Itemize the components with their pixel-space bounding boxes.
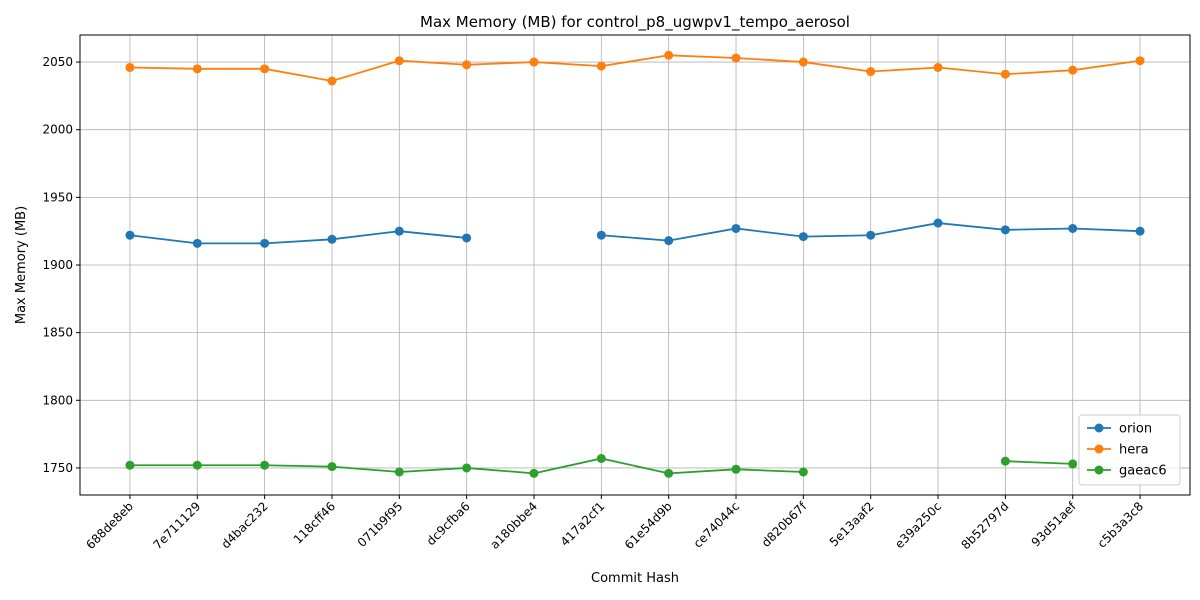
x-tick-label: 071b9f95 (355, 499, 406, 550)
data-point-gaeac6 (260, 460, 270, 470)
y-ticks: 1750 1800 1850 1900 1950 2000 2050 (42, 55, 80, 475)
data-point-hera (1000, 69, 1010, 79)
x-axis-label: Commit Hash (591, 571, 679, 586)
data-point-hera (1068, 65, 1078, 75)
x-tick-label: 688de8eb (83, 499, 136, 552)
x-tick-label: 5e13aaf2 (827, 499, 877, 549)
data-point-gaeac6 (192, 460, 202, 470)
data-point-hera (125, 62, 135, 72)
series-layer (125, 50, 1145, 478)
data-point-gaeac6 (327, 462, 337, 472)
data-point-orion (596, 230, 606, 240)
x-tick-label: 8b52797d (958, 499, 1011, 552)
series-hera (125, 50, 1145, 86)
data-point-hera (462, 60, 472, 70)
data-point-orion (933, 218, 943, 228)
grid (80, 35, 1190, 495)
data-point-hera (192, 64, 202, 74)
x-tick-label: ce74044c (691, 499, 742, 550)
y-tick-label: 1850 (42, 326, 73, 340)
data-point-orion (125, 230, 135, 240)
x-tick-label: d4bac232 (219, 499, 271, 551)
x-tick-label: 61e54d9b (622, 499, 675, 552)
data-point-hera (260, 64, 270, 74)
chart-title: Max Memory (MB) for control_p8_ugwpv1_te… (420, 13, 850, 32)
legend-label: orion (1119, 422, 1152, 437)
y-axis-label: Max Memory (MB) (14, 206, 29, 324)
legend-item-orion: orion (1087, 422, 1152, 437)
data-point-gaeac6 (664, 468, 674, 478)
legend-swatch-marker (1094, 423, 1104, 433)
x-tick-label: e39a250c (892, 499, 944, 551)
data-point-orion (1135, 226, 1145, 236)
series-orion (125, 218, 1145, 248)
data-point-orion (260, 238, 270, 248)
data-point-orion (1000, 225, 1010, 235)
series-line-gaeac6 (1005, 460, 1073, 465)
series-line-hera (129, 54, 1141, 82)
x-tick-label: c5b3a3c8 (1095, 499, 1146, 550)
legend-item-hera: hera (1087, 443, 1149, 458)
data-point-gaeac6 (125, 460, 135, 470)
y-tick-label: 1750 (42, 461, 73, 475)
legend-swatch-marker (1094, 465, 1104, 475)
legend-box (1078, 414, 1181, 486)
data-point-gaeac6 (1000, 456, 1010, 466)
data-point-orion (327, 234, 337, 244)
legend-label: hera (1119, 443, 1149, 458)
data-point-hera (596, 61, 606, 71)
data-point-hera (327, 76, 337, 86)
data-point-hera (394, 56, 404, 66)
legend-label: gaeac6 (1119, 464, 1167, 479)
series-line-orion (129, 230, 467, 245)
legend-swatch-marker (1094, 444, 1104, 454)
x-tick-label: 93d51aef (1029, 499, 1080, 550)
x-ticks: 688de8eb 7e711129 d4bac232 118cff46 071b9f95… (83, 495, 1146, 552)
x-tick-label: a180bbe4 (487, 499, 540, 552)
data-point-orion (1068, 223, 1078, 233)
data-point-orion (798, 232, 808, 242)
y-tick-label: 2050 (42, 55, 73, 69)
data-point-hera (731, 53, 741, 63)
data-point-hera (866, 67, 876, 77)
data-point-gaeac6 (731, 464, 741, 474)
data-point-orion (192, 238, 202, 248)
data-point-orion (394, 226, 404, 236)
data-point-gaeac6 (529, 468, 539, 478)
data-point-hera (933, 62, 943, 72)
y-tick-label: 1800 (42, 393, 73, 407)
data-point-orion (664, 236, 674, 246)
y-tick-label: 1950 (42, 190, 73, 204)
data-point-hera (798, 57, 808, 67)
legend-item-gaeac6: gaeac6 (1087, 464, 1167, 479)
x-tick-label: 7e711129 (150, 499, 203, 552)
data-point-orion (462, 233, 472, 243)
y-tick-label: 1900 (42, 258, 73, 272)
y-tick-label: 2000 (42, 123, 73, 137)
data-point-gaeac6 (462, 463, 472, 473)
data-point-gaeac6 (1068, 459, 1078, 469)
data-point-hera (1135, 56, 1145, 66)
x-tick-label: 417a2cf1 (558, 499, 608, 549)
data-point-hera (529, 57, 539, 67)
x-tick-label: d820b67f (759, 499, 810, 550)
data-point-gaeac6 (394, 467, 404, 477)
x-tick-label: dc9cfba6 (424, 499, 473, 548)
data-point-gaeac6 (596, 453, 606, 463)
data-point-orion (731, 223, 741, 233)
legend: orion hera gaeac6 (1078, 414, 1181, 486)
series-gaeac6 (125, 453, 1078, 478)
data-point-orion (866, 230, 876, 240)
data-point-hera (664, 50, 674, 60)
data-point-gaeac6 (798, 467, 808, 477)
x-tick-label: 118cff46 (291, 499, 338, 546)
